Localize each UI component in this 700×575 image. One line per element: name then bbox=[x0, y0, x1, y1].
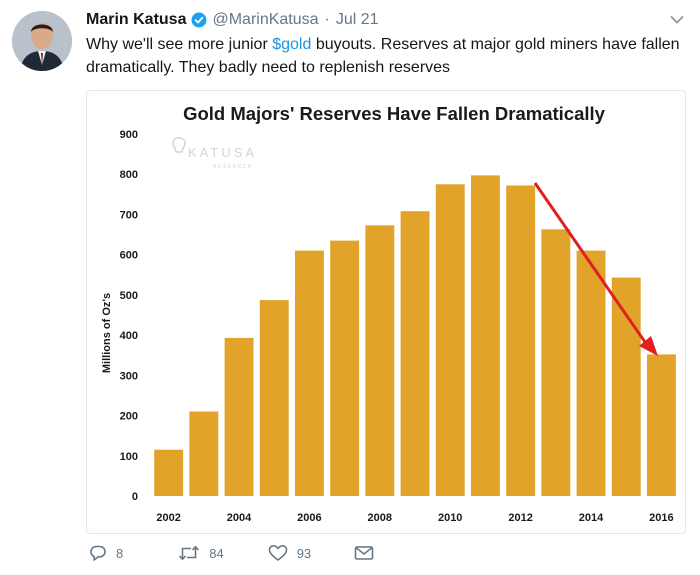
avatar-image bbox=[12, 11, 72, 71]
trend-arrow-line bbox=[533, 182, 649, 346]
y-tick-label: 300 bbox=[120, 370, 138, 382]
like-count: 93 bbox=[296, 545, 312, 561]
tweet-date[interactable]: Jul 21 bbox=[335, 11, 379, 28]
x-axis-ticks: 2002 2004 2006 2008 2010 2012 2014 2016 bbox=[156, 512, 673, 524]
x-tick-label: 2010 bbox=[438, 512, 462, 524]
bar-2012 bbox=[506, 185, 536, 496]
reply-button[interactable]: 8 bbox=[89, 544, 123, 562]
cashtag-link[interactable]: $gold bbox=[272, 36, 312, 53]
chart-title: Gold Majors' Reserves Have Fallen Dramat… bbox=[183, 103, 606, 124]
y-tick-label: 400 bbox=[120, 330, 138, 342]
like-icon bbox=[268, 545, 288, 561]
y-tick-label: 0 bbox=[132, 491, 138, 503]
y-tick-label: 600 bbox=[120, 250, 138, 262]
x-tick-label: 2012 bbox=[508, 512, 532, 524]
y-tick-label: 800 bbox=[120, 169, 138, 181]
bar-2008 bbox=[365, 225, 395, 497]
bar-2015 bbox=[611, 277, 641, 496]
x-tick-label: 2014 bbox=[579, 512, 604, 524]
y-tick-label: 900 bbox=[120, 129, 138, 141]
bar-2016 bbox=[647, 354, 676, 496]
x-tick-label: 2002 bbox=[156, 512, 180, 524]
x-tick-label: 2016 bbox=[649, 512, 673, 524]
header-separator: · bbox=[324, 11, 330, 28]
tweet-media-chart[interactable]: Gold Majors' Reserves Have Fallen Dramat… bbox=[86, 90, 686, 534]
x-tick-label: 2004 bbox=[227, 512, 252, 524]
avatar[interactable] bbox=[12, 11, 72, 71]
trend-arrow bbox=[533, 182, 658, 356]
y-tick-label: 700 bbox=[120, 209, 138, 221]
author-handle[interactable]: @MarinKatusa bbox=[212, 11, 319, 28]
watermark-brand: KATUSA bbox=[188, 145, 257, 160]
bar-2007 bbox=[330, 240, 360, 496]
bar-2002 bbox=[154, 449, 184, 496]
direct-message-button[interactable] bbox=[354, 545, 374, 561]
bar-2006 bbox=[295, 250, 324, 496]
bar-2010 bbox=[435, 184, 465, 497]
x-tick-label: 2006 bbox=[297, 512, 321, 524]
like-button[interactable]: 93 bbox=[268, 544, 311, 562]
verified-badge-icon bbox=[191, 12, 207, 28]
trend-arrow-head bbox=[639, 336, 658, 356]
reply-count: 8 bbox=[116, 545, 124, 561]
retweet-icon bbox=[179, 545, 200, 561]
bar-chart: Gold Majors' Reserves Have Fallen Dramat… bbox=[101, 103, 676, 524]
tweet-text: Why we'll see more junior $gold buyouts.… bbox=[86, 33, 686, 79]
retweet-count: 84 bbox=[209, 545, 224, 561]
bar-2014 bbox=[576, 250, 606, 496]
y-axis-ticks: 0 100 200 300 400 500 600 700 800 900 bbox=[120, 129, 138, 503]
bar-2004 bbox=[224, 337, 254, 496]
tweet-text-after: buyouts. Reserves at major gold miners h… bbox=[86, 36, 680, 76]
bar-2011 bbox=[471, 175, 500, 496]
retweet-button[interactable]: 84 bbox=[178, 544, 224, 562]
bars bbox=[154, 175, 676, 497]
x-tick-label: 2008 bbox=[368, 512, 392, 524]
caret-down-icon[interactable] bbox=[670, 12, 684, 24]
bar-2013 bbox=[541, 229, 571, 497]
bar-2005 bbox=[259, 300, 289, 496]
direct-message-icon bbox=[354, 546, 374, 560]
watermark: KATUSA RESEARCH bbox=[172, 137, 257, 170]
watermark-sub: RESEARCH bbox=[213, 164, 253, 170]
tweet-header: Marin Katusa @MarinKatusa · Jul 21 bbox=[86, 9, 379, 31]
y-tick-label: 100 bbox=[120, 451, 138, 463]
author-name[interactable]: Marin Katusa bbox=[86, 11, 187, 28]
reply-icon bbox=[90, 545, 106, 561]
bar-2003 bbox=[189, 411, 219, 496]
bar-2009 bbox=[400, 211, 430, 496]
y-tick-label: 500 bbox=[120, 290, 138, 302]
tweet-text-before: Why we'll see more junior bbox=[86, 36, 273, 53]
y-tick-label: 200 bbox=[120, 411, 138, 423]
tweet-actions: 8 84 93 bbox=[86, 541, 374, 565]
y-axis-label: Millions of Oz's bbox=[101, 293, 113, 373]
